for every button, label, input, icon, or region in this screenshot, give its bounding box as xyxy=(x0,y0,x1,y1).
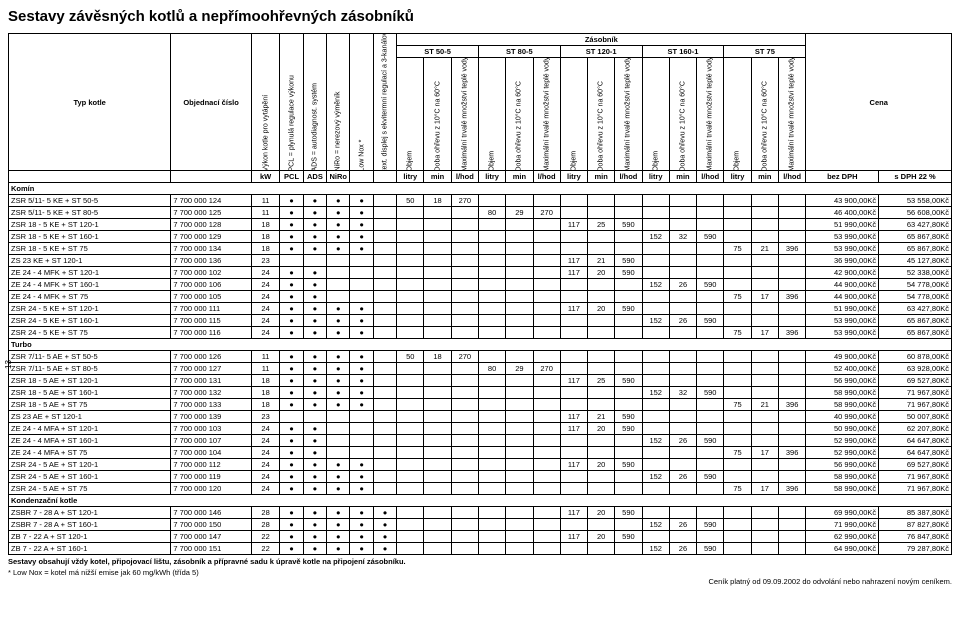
tank-subcol: Maximální trvalé množství teplé vody xyxy=(778,58,806,171)
tank-subcol: Maximální trvalé množství teplé vody xyxy=(615,58,642,171)
col-kw: Výkon kotle pro vytápění xyxy=(251,34,280,171)
tank-subcol: Doba ohřevu z 10°C na 60°C xyxy=(669,58,696,171)
col-typ-kotle: Typ kotle xyxy=(9,34,171,171)
table-row: ZSR 24 - 5 AE + ST 160-17 700 000 11924●… xyxy=(9,471,952,483)
table-row: ZSR 7/11- 5 AE + ST 80-57 700 000 12711●… xyxy=(9,363,952,375)
table-row: ZB 7 - 22 A + ST 160-17 700 000 15122●●●… xyxy=(9,543,952,555)
table-row: ZSR 18 - 5 KE + ST 160-17 700 000 12918●… xyxy=(9,231,952,243)
table-row: ZSR 5/11- 5 KE + ST 50-57 700 000 12411●… xyxy=(9,195,952,207)
tank-subcol: Objem xyxy=(397,58,424,171)
col-lownox: Low Nox * xyxy=(350,34,373,171)
section-header: Turbo xyxy=(9,339,952,351)
section-header: Kondenzační kotle xyxy=(9,495,952,507)
footer-note-1: Sestavy obsahují vždy kotel, připojovací… xyxy=(8,557,952,566)
tank-subcol: Maximální trvalé množství teplé vody xyxy=(697,58,724,171)
tank-subcol: Objem xyxy=(478,58,505,171)
footer-right: Ceník platný od 09.09.2002 do odvolání n… xyxy=(8,577,952,586)
table-row: ZE 24 - 4 MFK + ST 120-17 700 000 10224●… xyxy=(9,267,952,279)
table-row: ZSR 18 - 5 AE + ST 120-17 700 000 13118●… xyxy=(9,375,952,387)
table-body: KomínZSR 5/11- 5 KE + ST 50-57 700 000 1… xyxy=(9,183,952,555)
footer-note-2: * Low Nox = kotel má nižší emise jak 60 … xyxy=(8,568,952,577)
section-header: Komín xyxy=(9,183,952,195)
tank-subcol: Doba ohřevu z 10°C na 60°C xyxy=(751,58,778,171)
table-header: Typ kotle Objednací číslo Výkon kotle pr… xyxy=(9,34,952,183)
table-row: ZE 24 - 4 MFA + ST 160-17 700 000 10724●… xyxy=(9,435,952,447)
col-order: Objednací číslo xyxy=(171,34,252,171)
table-row: ZSR 18 - 5 KE + ST 120-17 700 000 12818●… xyxy=(9,219,952,231)
col-niro: NiRo = nerezový výměník xyxy=(327,34,350,171)
group-zasobnik: Zásobník xyxy=(397,34,806,46)
table-row: ZSBR 7 - 28 A + ST 160-17 700 000 15028●… xyxy=(9,519,952,531)
col-disp: text. displej s ekvitermní regulací a 3-… xyxy=(373,34,396,171)
tank-group: ST 120-1 xyxy=(560,46,642,58)
table-row: ZB 7 - 22 A + ST 120-17 700 000 14722●●●… xyxy=(9,531,952,543)
table-row: ZSBR 7 - 28 A + ST 120-17 700 000 14628●… xyxy=(9,507,952,519)
page-title: Sestavy závěsných kotlů a nepřímoohřevný… xyxy=(8,8,952,25)
tank-group: ST 75 xyxy=(724,46,806,58)
table-row: ZE 24 - 4 MFK + ST 160-17 700 000 10624●… xyxy=(9,279,952,291)
tank-subcol: Doba ohřevu z 10°C na 60°C xyxy=(588,58,615,171)
table-row: ZE 24 - 4 MFA + ST 120-17 700 000 10324●… xyxy=(9,423,952,435)
table-row: ZSR 5/11- 5 KE + ST 80-57 700 000 12511●… xyxy=(9,207,952,219)
tank-subcol: Maximální trvalé množství teplé vody xyxy=(533,58,560,171)
table-row: ZSR 18 - 5 KE + ST 757 700 000 13418●●●●… xyxy=(9,243,952,255)
tank-subcol: Objem xyxy=(560,58,587,171)
page-number: 13 xyxy=(4,360,13,369)
table-row: ZSR 24 - 5 AE + ST 120-17 700 000 11224●… xyxy=(9,459,952,471)
table-row: ZSR 18 - 5 AE + ST 160-17 700 000 13218●… xyxy=(9,387,952,399)
tank-group: ST 160-1 xyxy=(642,46,724,58)
table-row: ZSR 24 - 5 KE + ST 160-17 700 000 11524●… xyxy=(9,315,952,327)
table-row: ZS 23 AE + ST 120-17 700 000 13923117215… xyxy=(9,411,952,423)
tank-group: ST 80-5 xyxy=(478,46,560,58)
table-row: ZE 24 - 4 MFK + ST 757 700 000 10524●●75… xyxy=(9,291,952,303)
tank-group: ST 50-5 xyxy=(397,46,479,58)
tank-subcol: Objem xyxy=(724,58,751,171)
tank-subcol: Objem xyxy=(642,58,669,171)
col-cena: Cena xyxy=(806,34,952,171)
table-row: ZSR 7/11- 5 AE + ST 50-57 700 000 12611●… xyxy=(9,351,952,363)
table-row: ZSR 24 - 5 KE + ST 120-17 700 000 11124●… xyxy=(9,303,952,315)
col-ads: ADS = autodiagnost. systém xyxy=(303,34,326,171)
col-pcl: PCL = plynulá regulace výkonu xyxy=(280,34,303,171)
tank-subcol: Maximální trvalé množství teplé vody xyxy=(451,58,478,171)
table-row: ZS 23 KE + ST 120-17 700 000 13623117215… xyxy=(9,255,952,267)
main-table: Typ kotle Objednací číslo Výkon kotle pr… xyxy=(8,33,952,555)
unit-row: kW PCL ADS NiRo litryminl/hod litryminl/… xyxy=(9,171,952,183)
table-row: ZSR 24 - 5 AE + ST 757 700 000 12024●●●●… xyxy=(9,483,952,495)
tank-subcol: Doba ohřevu z 10°C na 60°C xyxy=(506,58,533,171)
table-row: ZSR 24 - 5 KE + ST 757 700 000 11624●●●●… xyxy=(9,327,952,339)
table-row: ZE 24 - 4 MFA + ST 757 700 000 10424●●75… xyxy=(9,447,952,459)
tank-subcol: Doba ohřevu z 10°C na 60°C xyxy=(424,58,451,171)
table-row: ZSR 18 - 5 AE + ST 757 700 000 13318●●●●… xyxy=(9,399,952,411)
